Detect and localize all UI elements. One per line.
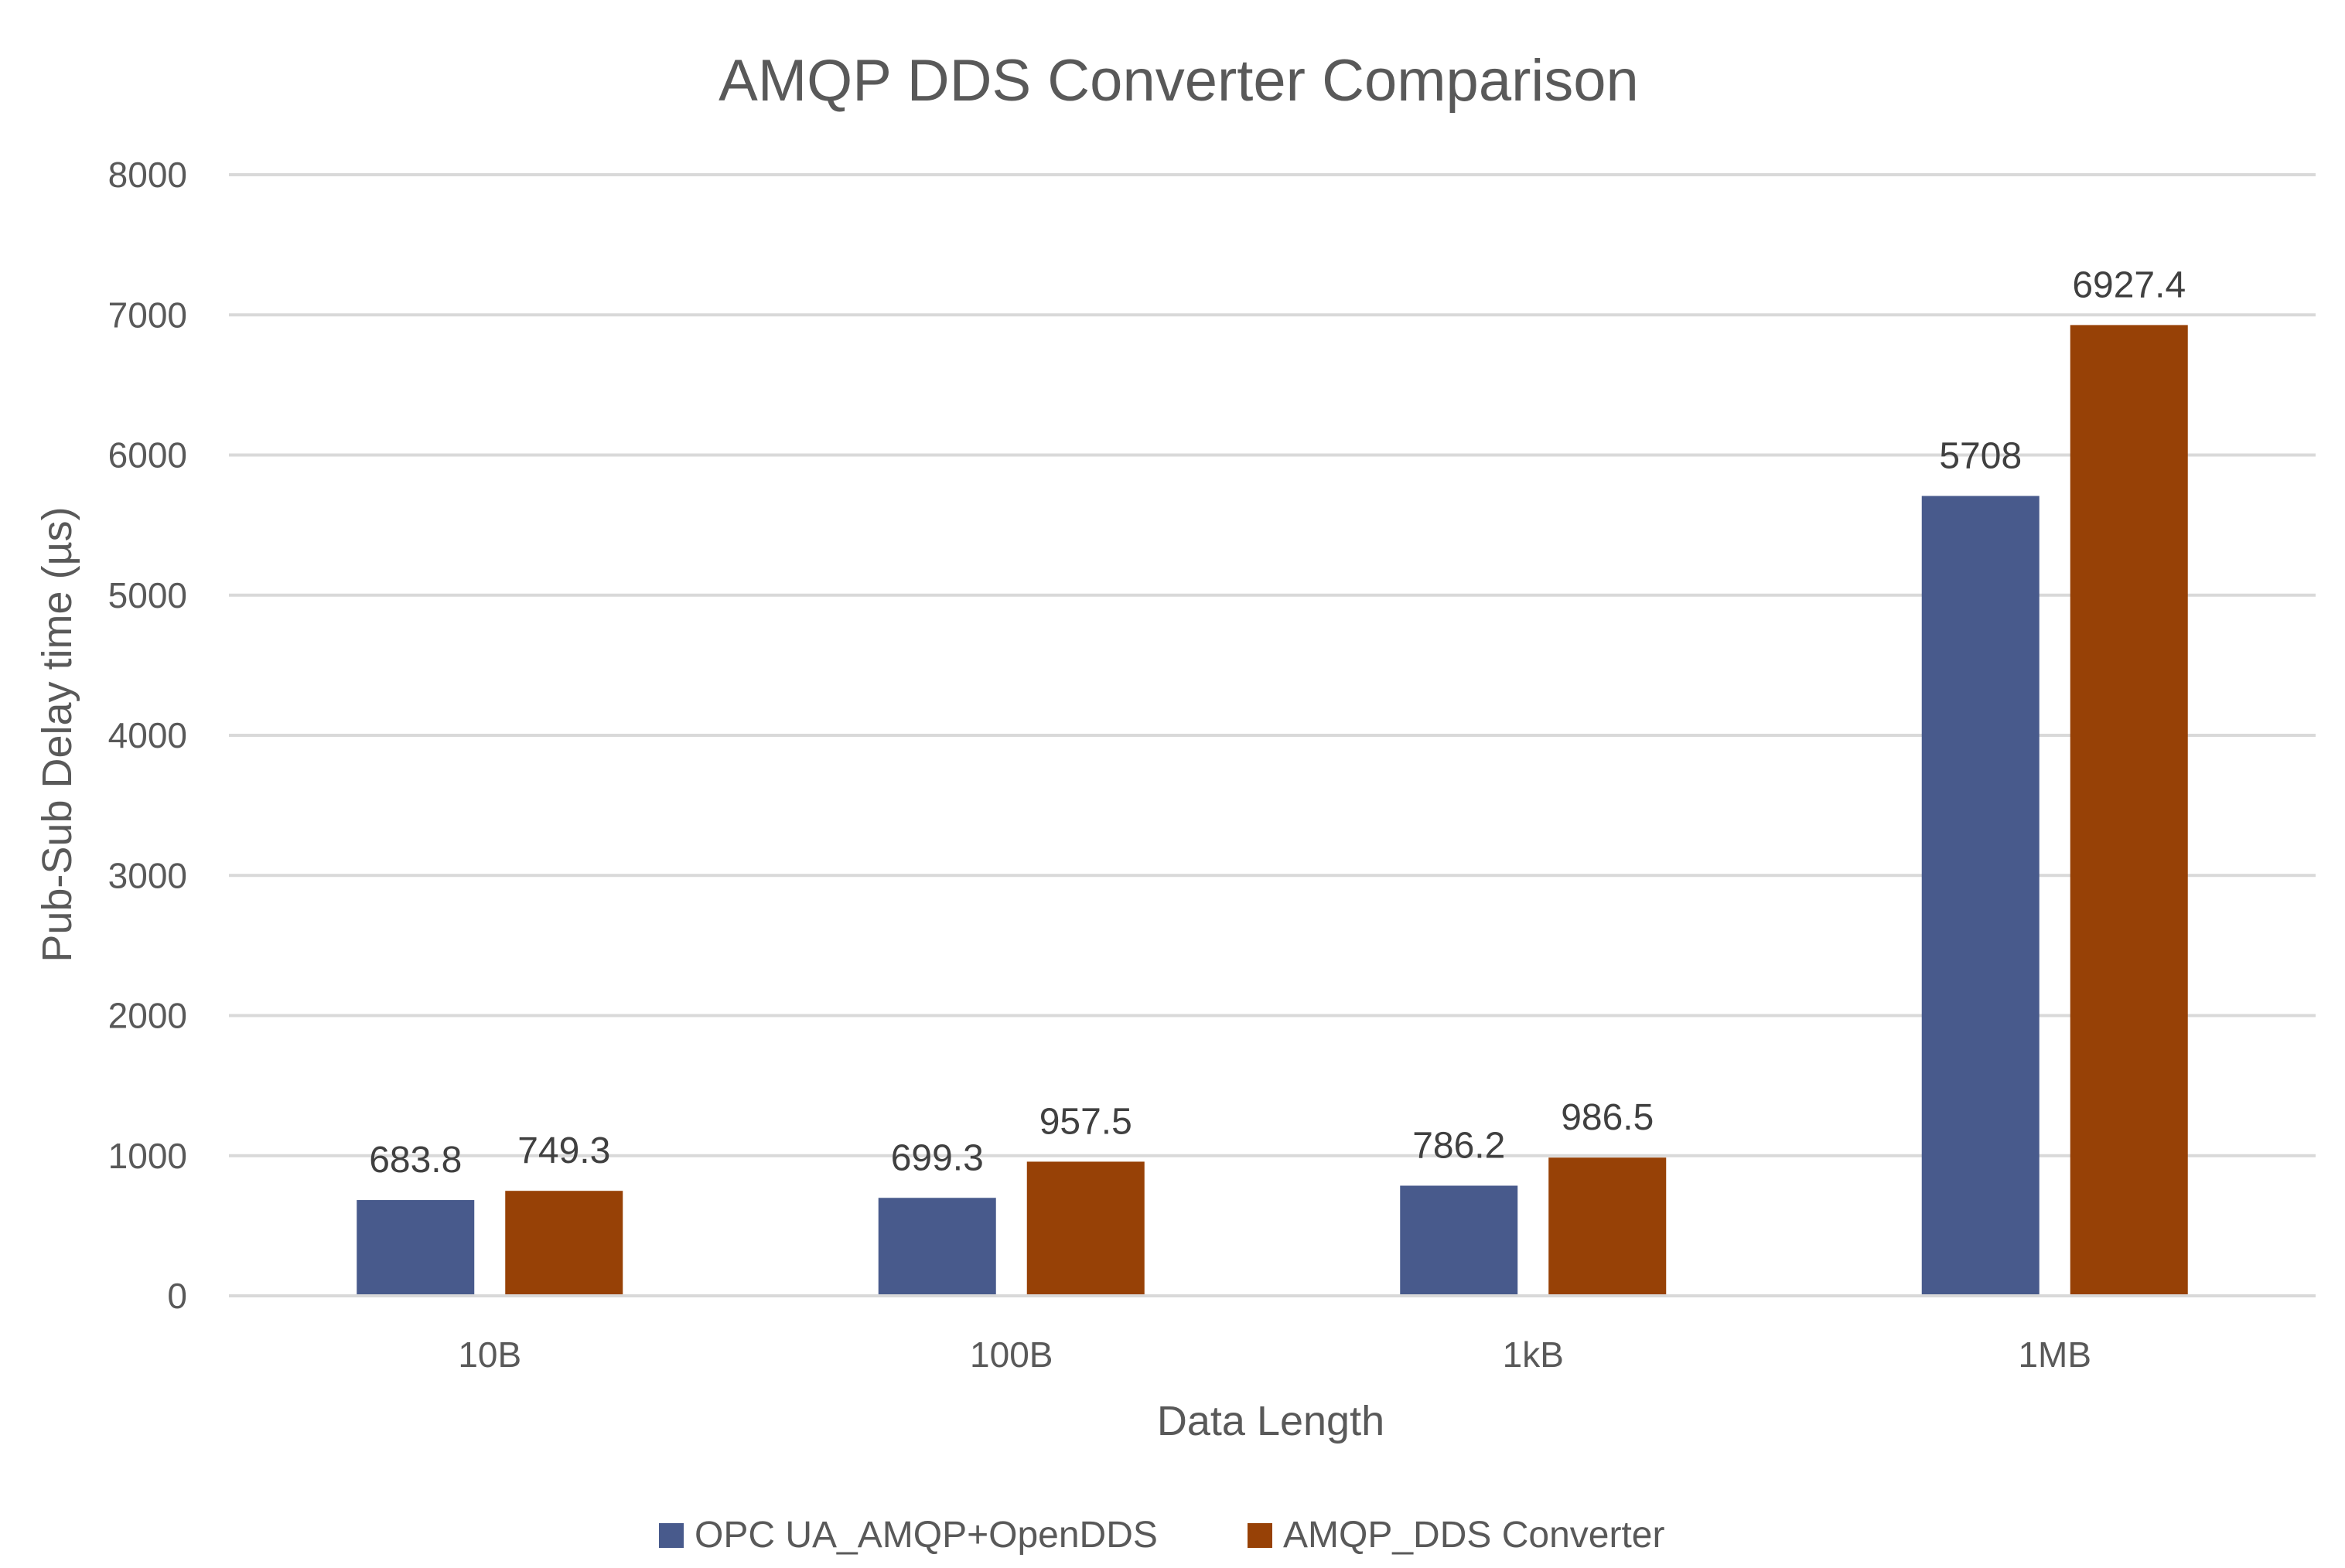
bar-2-10B [505, 1191, 623, 1296]
x-axis-ticks: 10B 100B 1kB 1MB [458, 1335, 2091, 1375]
chart-title: AMQP DDS Converter Comparison [719, 48, 1639, 114]
y-tick-label: 5000 [108, 575, 187, 615]
y-axis-title: Pub-Sub Delay time (µs) [34, 506, 80, 962]
legend-label-series-2: AMQP_DDS Converter [1283, 1515, 1664, 1556]
gridlines [229, 173, 2316, 1157]
bar-2-1MB [2070, 325, 2188, 1297]
y-tick-label: 8000 [108, 155, 187, 195]
x-tick-label: 1kB [1503, 1335, 1564, 1375]
data-label-2-1kB: 986.5 [1561, 1097, 1654, 1138]
legend-swatch-series-2 [1248, 1523, 1272, 1548]
y-tick-label: 6000 [108, 435, 187, 476]
y-tick-label: 2000 [108, 996, 187, 1036]
y-tick-label: 1000 [108, 1136, 187, 1176]
bar-2-1kB [1548, 1157, 1667, 1296]
legend-item-series-2[interactable]: AMQP_DDS Converter [1248, 1515, 1664, 1556]
y-tick-label: 7000 [108, 295, 187, 335]
data-label-1-1MB: 5708 [1939, 435, 2022, 476]
data-label-1-10B: 683.8 [369, 1140, 462, 1181]
bar-2-100B [1026, 1161, 1145, 1296]
x-axis-title: Data Length [1157, 1398, 1384, 1444]
x-tick-label: 1MB [2018, 1335, 2091, 1375]
y-axis-ticks: 0 1000 2000 3000 4000 5000 6000 7000 8000 [108, 155, 187, 1316]
bar-1-1kB [1400, 1185, 1518, 1296]
legend-item-series-1[interactable]: OPC UA_AMQP+OpenDDS [659, 1515, 1158, 1556]
y-tick-label: 4000 [108, 715, 187, 755]
data-labels: 683.8 749.3 699.3 957.5 786.2 986.5 5708 6927.4 [369, 264, 2186, 1181]
y-tick-label: 3000 [108, 855, 187, 895]
data-label-1-1kB: 786.2 [1412, 1126, 1505, 1167]
legend-label-series-1: OPC UA_AMQP+OpenDDS [695, 1515, 1158, 1556]
data-label-2-1MB: 6927.4 [2072, 264, 2186, 305]
legend: OPC UA_AMQP+OpenDDS AMQP_DDS Converter [659, 1515, 1664, 1556]
x-tick-label: 100B [970, 1335, 1053, 1375]
x-tick-label: 10B [458, 1335, 521, 1375]
bar-1-10B [357, 1200, 475, 1296]
y-tick-label: 0 [167, 1276, 187, 1316]
bar-1-1MB [1921, 496, 2040, 1296]
bars [357, 325, 2188, 1297]
data-label-2-100B: 957.5 [1039, 1101, 1132, 1142]
data-label-2-10B: 749.3 [517, 1130, 610, 1171]
data-label-1-100B: 699.3 [891, 1137, 984, 1178]
bar-1-100B [878, 1198, 996, 1296]
legend-swatch-series-1 [659, 1523, 684, 1548]
